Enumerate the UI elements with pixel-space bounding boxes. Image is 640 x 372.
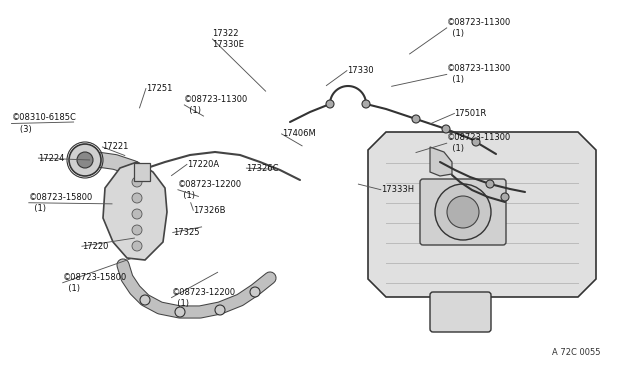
Circle shape [215, 305, 225, 315]
Circle shape [132, 241, 142, 251]
Circle shape [132, 209, 142, 219]
Text: ©08723-11300
  (1): ©08723-11300 (1) [447, 18, 511, 38]
Circle shape [132, 177, 142, 187]
Text: 17326B: 17326B [193, 206, 226, 215]
FancyBboxPatch shape [430, 292, 491, 332]
Circle shape [442, 125, 450, 133]
Circle shape [486, 180, 494, 188]
Circle shape [69, 144, 101, 176]
Circle shape [132, 193, 142, 203]
Circle shape [77, 152, 93, 168]
Text: 17406M: 17406M [282, 129, 316, 138]
Circle shape [501, 193, 509, 201]
Text: 17220: 17220 [82, 242, 108, 251]
Text: ©08723-12200
  (1): ©08723-12200 (1) [178, 180, 242, 200]
Circle shape [140, 295, 150, 305]
FancyBboxPatch shape [420, 179, 506, 245]
Text: 17224: 17224 [38, 154, 65, 163]
Circle shape [132, 225, 142, 235]
Polygon shape [368, 132, 596, 297]
Circle shape [362, 100, 370, 108]
Circle shape [175, 307, 185, 317]
Text: 17326C: 17326C [246, 164, 279, 173]
Text: 17251: 17251 [146, 84, 172, 93]
FancyBboxPatch shape [134, 163, 150, 181]
Polygon shape [103, 162, 167, 260]
Text: 17220A: 17220A [187, 160, 219, 169]
Polygon shape [430, 147, 452, 176]
Text: 17221: 17221 [102, 142, 129, 151]
Text: 17333H: 17333H [381, 185, 414, 194]
Text: ©08723-11300
  (1): ©08723-11300 (1) [447, 64, 511, 84]
Text: 17322
17330E: 17322 17330E [212, 29, 244, 49]
Circle shape [326, 100, 334, 108]
Text: ©08723-11300
  (1): ©08723-11300 (1) [447, 133, 511, 153]
Text: ©08723-12200
  (1): ©08723-12200 (1) [172, 288, 236, 308]
Circle shape [412, 115, 420, 123]
Text: ©08723-11300
  (1): ©08723-11300 (1) [184, 95, 248, 115]
Circle shape [435, 184, 491, 240]
Text: ©08723-15800
  (1): ©08723-15800 (1) [29, 193, 93, 213]
Text: ©08723-15800
  (1): ©08723-15800 (1) [63, 273, 127, 293]
Text: 17501R: 17501R [454, 109, 486, 118]
Circle shape [250, 287, 260, 297]
Text: 17330: 17330 [347, 66, 374, 75]
Text: ©08310-6185C
   (3): ©08310-6185C (3) [12, 113, 76, 134]
Text: 17325: 17325 [173, 228, 199, 237]
Circle shape [447, 196, 479, 228]
Text: A 72C 0055: A 72C 0055 [552, 348, 600, 357]
Circle shape [472, 138, 480, 146]
